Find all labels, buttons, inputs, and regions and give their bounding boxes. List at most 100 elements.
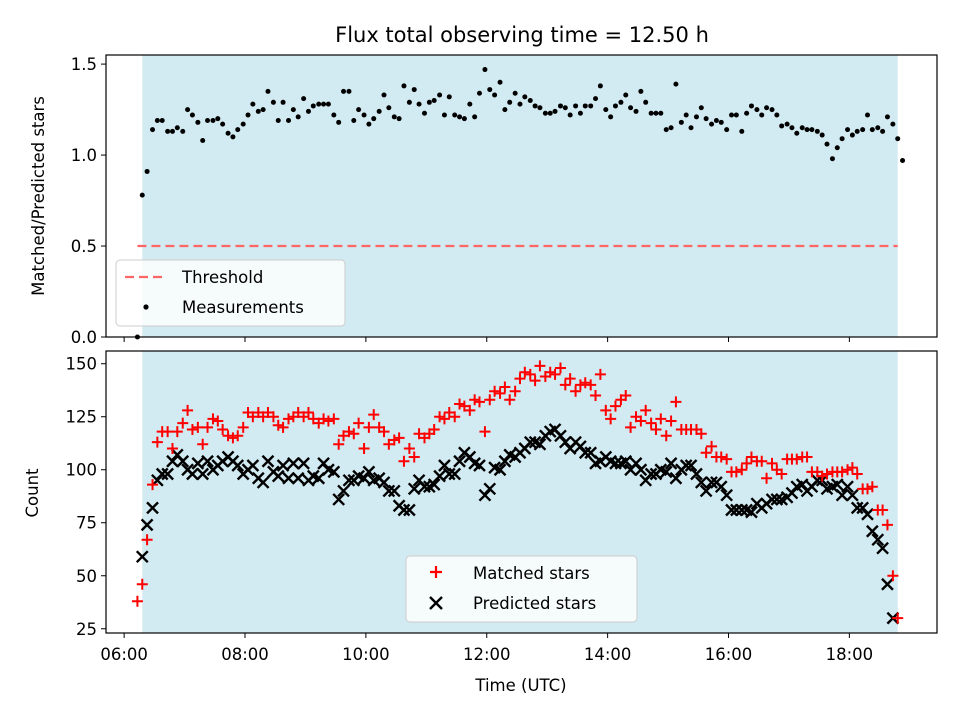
predicted-star-point [871,533,885,547]
matched-star-point [267,411,279,423]
measurement-point [376,108,382,114]
ratio-panel: 0.0 0.5 1.0 1.5 Matched/Predicted stars Thr… [29,54,938,347]
bottom-y-tick-label: 125 [66,408,98,427]
predicted-star-point [196,467,210,481]
matched-star-point [141,534,153,546]
measurement-point [280,99,286,105]
predicted-star-point [433,469,446,483]
measurement-point [658,110,664,116]
predicted-star-point [403,503,416,517]
predicted-star-point [705,476,718,489]
measurement-point [673,81,679,87]
matched-star-point [171,426,183,438]
measurement-point [789,125,795,131]
matched-star-point [277,421,289,433]
bottom-y-tick-label: 150 [66,355,98,374]
matched-star-point [594,368,606,380]
measurement-point [562,105,568,111]
measurement-point [653,110,659,116]
measurement-point [476,90,482,96]
measurement-point [693,114,699,120]
predicted-star-point [865,524,879,538]
measurement-point [618,99,624,105]
predicted-star-point [327,465,341,479]
x-tick-label: 12:00 [463,645,511,664]
matched-star-point [645,417,657,429]
bottom-x-ticks: 06:00 08:00 10:00 12:00 14:00 16:00 18:00 [100,633,873,664]
predicted-star-point [186,467,199,481]
matched-star-point [504,394,516,406]
measurement-point [467,101,473,107]
predicted-star-point [442,467,456,481]
x-tick-label: 18:00 [826,645,874,664]
top-x-ticks [123,337,850,342]
measurement-point [804,127,810,133]
measurement-point [461,116,467,122]
measurement-point [643,99,649,105]
matched-star-point [881,519,893,531]
matched-star-point [131,595,143,607]
predicted-star-point [337,484,350,498]
matched-star-point [177,417,189,429]
measurement-point [764,105,770,111]
matched-star-point [730,466,742,478]
measurement-point [180,128,186,134]
measurement-point [346,88,352,94]
predicted-star-point [694,476,708,489]
measurement-point [245,112,251,118]
measurements-legend-label: Measurements [182,298,304,317]
measurement-point [446,94,452,100]
predicted-star-point [835,488,849,502]
matched-star-point [655,413,667,425]
predicted-star-point [155,467,169,481]
measurement-point [683,112,689,118]
matched-star-point [524,368,536,380]
matched-star-point [756,455,768,467]
measurement-point [754,107,760,113]
bottom-legend: Matched stars Predicted stars [405,555,638,623]
matched-star-point [186,423,198,435]
predicted-star-point [669,471,683,485]
matched-star-point [609,400,621,412]
matched-star-point [136,578,148,590]
bottom-y-tick-label: 25 [76,620,97,639]
matched-star-point [564,373,576,385]
measurement-point [482,67,488,73]
matched-star-point [579,377,591,389]
predicted-star-point [850,501,864,515]
measurement-point [295,114,301,120]
measurement-point [638,88,644,94]
predicted-star-point [291,471,305,485]
matched-star-point [574,379,586,391]
measurement-point [497,79,503,85]
matched-star-point [348,428,360,440]
matched-star-point [343,426,355,438]
measurement-point [331,112,337,118]
matched-star-point [741,457,753,469]
matched-star-point [670,396,682,408]
matched-star-point [227,432,239,444]
predicted-star-point [382,484,396,498]
measurement-point [200,138,206,144]
measurement-point [875,125,881,131]
matched-star-point [434,411,446,423]
measurement-point [406,99,412,105]
measurement-point [608,114,614,120]
measurement-point [310,103,316,109]
predicted-star-point [256,476,270,489]
predicted-star-point [730,503,743,517]
measurement-point [356,107,362,113]
x-tick-label: 14:00 [584,645,632,664]
matched-star-point [147,479,159,491]
predicted-star-point [684,459,698,472]
matched-star-point [514,373,526,385]
matched-star-point [353,417,365,429]
top-axes-frame [105,54,938,338]
measurement-point [381,92,387,98]
measurement-point [597,83,603,89]
matched-star-point [494,387,506,399]
measurement-point [567,112,573,118]
measurement-point [769,107,775,113]
measurement-point [507,99,513,105]
measurement-point [421,110,427,116]
